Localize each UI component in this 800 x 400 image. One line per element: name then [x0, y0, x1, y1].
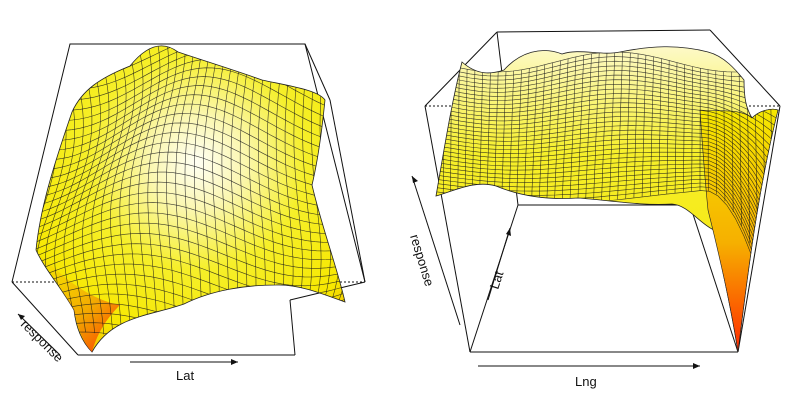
right-lng-axis: Lng — [478, 363, 700, 389]
left-surface-low-corner — [36, 250, 120, 352]
left-panel: response Lat — [11, 43, 366, 383]
right-lng-axis-label: Lng — [575, 374, 597, 389]
right-lat-axis: Lat — [487, 227, 511, 301]
right-response-axis: response — [407, 175, 461, 326]
left-response-axis: response — [17, 313, 66, 365]
right-surface-drop — [699, 108, 779, 353]
right-lat-axis-label: Lat — [487, 269, 507, 291]
left-response-axis-label: response — [18, 317, 66, 365]
right-panel: response Lat Lng — [407, 29, 781, 389]
left-lat-axis: Lat — [130, 359, 238, 383]
left-lat-axis-label: Lat — [176, 368, 194, 383]
